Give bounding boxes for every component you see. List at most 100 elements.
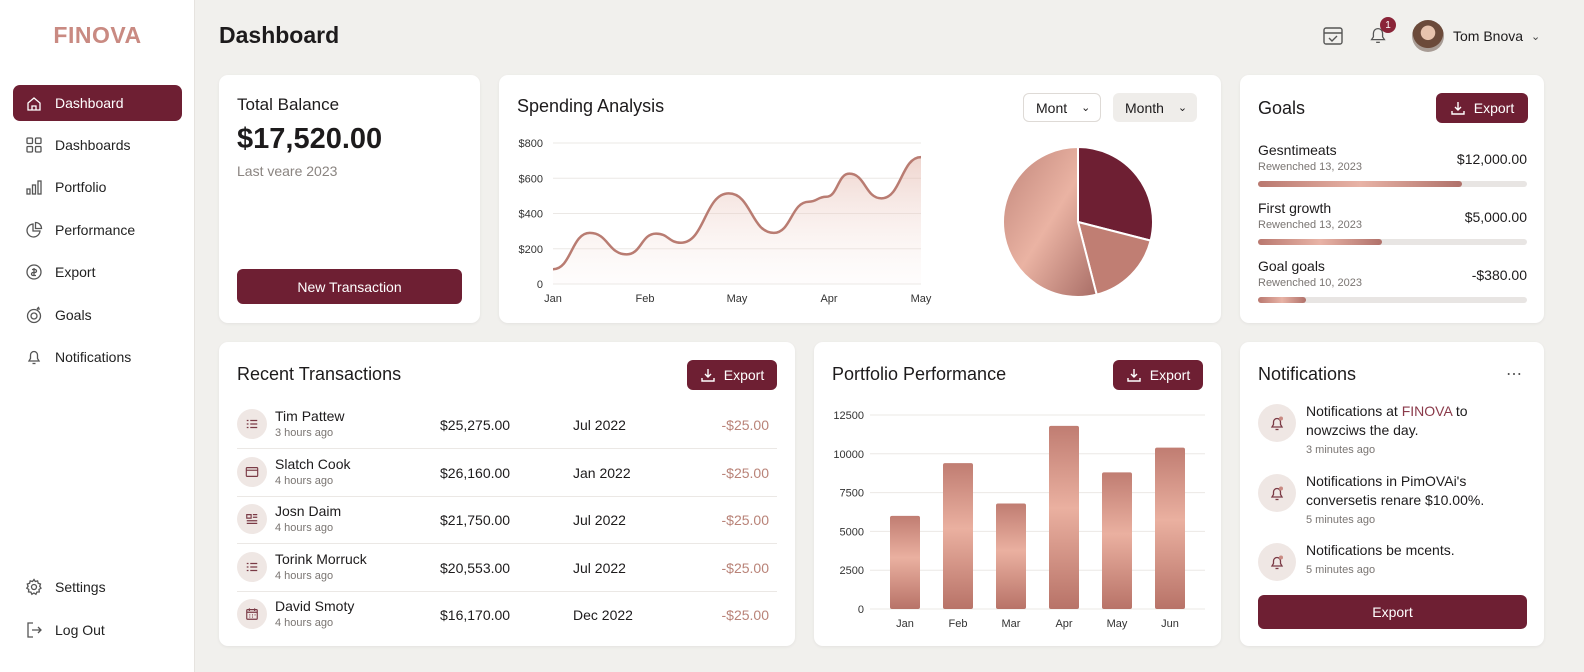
sidebar-item-label: Dashboard: [55, 95, 124, 111]
y-tick-label: 10000: [833, 449, 864, 461]
page-title: Dashboard: [219, 22, 340, 48]
balance-subtitle: Last veare 2023: [237, 163, 338, 179]
goals-export-button[interactable]: Export: [1436, 93, 1528, 123]
y-tick-label: 5000: [840, 526, 864, 538]
notification-bell-button[interactable]: 1: [1367, 17, 1396, 48]
transaction-amount: $21,750.00: [440, 512, 511, 528]
sidebar-item-label: Portfolio: [55, 179, 107, 195]
transaction-row[interactable]: Josn Daim 4 hours ago $21,750.00 Jul 2022 -$…: [237, 497, 777, 544]
bar-jan: [890, 515, 920, 609]
goals-card: Goals Export Gesntimeats Rewenched 13, 20…: [1240, 75, 1544, 323]
receipt-icon: [237, 504, 267, 534]
transaction-row[interactable]: Slatch Cook 4 hours ago $26,160.00 Jan 2022…: [237, 450, 777, 497]
bell-icon: [1258, 404, 1296, 442]
pie-slice: [1002, 145, 1098, 298]
period-select-2[interactable]: Month ⌄: [1113, 93, 1198, 122]
sidebar-item-label: Export: [55, 264, 96, 280]
transaction-name: David Smoty: [275, 598, 355, 614]
notification-time: 5 minutes ago: [1306, 514, 1376, 526]
export-label: Export: [1473, 100, 1515, 116]
transaction-date: Jan 2022: [573, 464, 631, 481]
sidebar-item-label: Performance: [55, 222, 136, 238]
transaction-name: Josn Daim: [275, 503, 342, 519]
sidebar-item-goals[interactable]: Goals: [13, 297, 182, 333]
transaction-row[interactable]: Torink Morruck 4 hours ago $20,553.00 Jul 2…: [237, 545, 777, 592]
pie-chart-icon: [26, 221, 43, 238]
logout-icon: [27, 622, 42, 638]
goal-name: Gesntimeats: [1258, 142, 1337, 158]
transaction-row[interactable]: Tim Pattew 3 hours ago $25,275.00 Jul 2022 -…: [237, 402, 777, 449]
card-icon: [237, 456, 267, 487]
notifications-export-button[interactable]: Export: [1258, 595, 1527, 629]
transaction-time: 4 hours ago: [275, 617, 334, 629]
x-tick-label: Jan: [896, 618, 914, 630]
transactions-export-button[interactable]: Export: [687, 360, 777, 390]
notification-text: Notifications be mcents.: [1306, 541, 1521, 560]
dollar-refresh-icon: [26, 264, 42, 280]
sidebar-item-label: Goals: [55, 307, 92, 323]
pie-slice: [1076, 220, 1152, 296]
spending-title: Spending Analysis: [517, 96, 665, 116]
portfolio-export-button[interactable]: Export: [1113, 360, 1203, 390]
goal-progress-bar: [1258, 239, 1527, 245]
transaction-amount: $20,553.00: [440, 559, 511, 576]
sidebar-item-log-out[interactable]: Log Out: [13, 612, 182, 648]
goal-amount: $5,000.00: [1464, 209, 1527, 225]
spending-line-chart: 0 $200 $400 $600 $800 Jan Feb May Apr May: [519, 138, 932, 305]
goal-name: First growth: [1258, 200, 1332, 216]
download-icon: [1451, 102, 1465, 115]
user-menu[interactable]: Tom Bnova ⌄: [1412, 20, 1547, 52]
x-tick-label: Jun: [1161, 618, 1179, 630]
notification-badge: 1: [1380, 17, 1396, 33]
sidebar-item-label: Notifications: [55, 349, 132, 365]
spending-area: [553, 157, 921, 284]
chevron-down-icon: ⌄: [1177, 102, 1188, 114]
list-icon: [237, 551, 267, 582]
chevron-down-icon: ⌄: [1081, 102, 1091, 114]
notification-text: Notifications at FINOVA to nowzciws the …: [1306, 402, 1521, 440]
grid-icon: [26, 137, 42, 153]
sidebar-item-performance[interactable]: Performance: [13, 212, 182, 248]
balance-title: Total Balance: [237, 95, 340, 114]
download-icon: [1127, 369, 1141, 382]
goal-progress-bar: [1258, 297, 1527, 303]
bar-feb: [943, 463, 973, 609]
goal-progress-fill: [1258, 297, 1307, 303]
transaction-date: Jul 2022: [573, 559, 626, 576]
notification-highlight: FINOVA: [1401, 403, 1453, 419]
transaction-fee: -$25.00: [721, 559, 769, 576]
goal-date: Rewenched 13, 2023: [1258, 161, 1362, 173]
sidebar-item-dashboard[interactable]: Dashboard: [13, 85, 182, 121]
new-transaction-button[interactable]: New Transaction: [237, 269, 462, 304]
user-name: Tom Bnova: [1453, 28, 1524, 44]
sidebar-item-export[interactable]: Export: [13, 254, 182, 290]
x-tick-label: Feb: [636, 293, 655, 305]
bell-icon: [1370, 28, 1386, 43]
y-tick-label: 0: [858, 604, 864, 616]
transaction-time: 4 hours ago: [275, 474, 334, 487]
transaction-date: Jul 2022: [573, 417, 626, 433]
sidebar-item-notifications[interactable]: Notifications: [13, 339, 182, 375]
goal-date: Rewenched 10, 2023: [1258, 277, 1362, 289]
gear-icon: [25, 578, 42, 596]
period-select-1[interactable]: Mont ⌄: [1023, 93, 1102, 122]
notifications-title: Notifications: [1258, 364, 1357, 384]
notifications-card: Notifications ⋯ Export Notifications at …: [1240, 342, 1544, 646]
y-tick-label: 7500: [840, 488, 864, 500]
bar-mar: [996, 503, 1026, 609]
goal-icon: [26, 306, 42, 324]
sidebar-item-portfolio[interactable]: Portfolio: [13, 169, 182, 205]
transaction-row[interactable]: David Smoty 4 hours ago $16,170.00 Dec 2022…: [237, 592, 777, 639]
sidebar-item-settings[interactable]: Settings: [13, 569, 182, 605]
sidebar-item-dashboards[interactable]: Dashboards: [13, 127, 182, 163]
notification-text-part: Notifications at: [1306, 403, 1402, 419]
notification-time: 5 minutes ago: [1306, 564, 1376, 576]
notification-text-part: to nowzciws the day.: [1306, 403, 1468, 438]
x-tick-label: Apr: [820, 293, 837, 305]
goal-name: Goal goals: [1258, 258, 1325, 274]
calendar-check-icon[interactable]: [1322, 25, 1344, 47]
goals-title: Goals: [1258, 98, 1306, 118]
goal-progress-fill: [1258, 239, 1382, 245]
list-icon: [237, 409, 267, 439]
more-options-icon[interactable]: ⋯: [1506, 366, 1523, 383]
